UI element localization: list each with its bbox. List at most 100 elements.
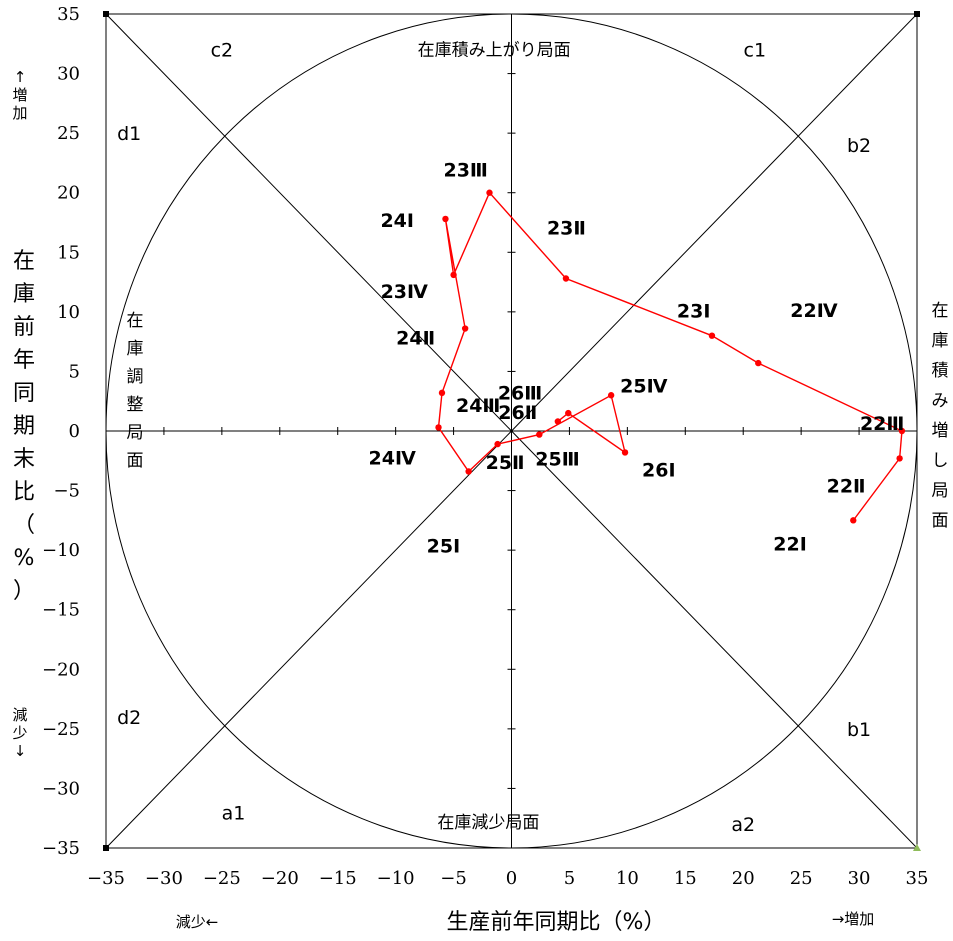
data-point (450, 271, 457, 279)
phase-label-right-char: み (932, 391, 949, 411)
y-axis-title-char: 庫 (13, 282, 35, 307)
y-axis-title-char: 比 (13, 480, 35, 505)
y-tick-label: −5 (53, 481, 80, 502)
y-axis-title-char: 期 (13, 414, 35, 439)
point-label: 22Ⅰ (773, 533, 807, 555)
x-tick-label: −15 (319, 868, 357, 889)
axis-titles: 生産前年同期比（%） 減少← →増加 (176, 910, 875, 935)
phase-labels: 在庫積み上がり局面在庫減少局面在庫調整局面在庫積み増し局面在庫前年同期末比（%）… (12, 41, 948, 833)
point-label: 22Ⅱ (827, 475, 866, 497)
y-axis-title-char: % (14, 546, 35, 571)
point-label: 23Ⅰ (677, 301, 711, 323)
point-label: 26Ⅱ (498, 402, 537, 424)
phase-label-left-char: 局 (127, 423, 144, 443)
x-tick-label: 5 (564, 868, 575, 889)
y-tick-label: 20 (57, 183, 80, 204)
y-tick-label: −35 (42, 838, 80, 859)
region-label-d2: d2 (117, 707, 141, 729)
region-label-c1: c1 (744, 40, 767, 62)
x-tick-label: 10 (616, 868, 639, 889)
data-point (435, 424, 442, 431)
x-tick-label: 25 (790, 868, 813, 889)
y-axis-title-char: ） (13, 579, 35, 604)
y-tick-label: 5 (69, 361, 80, 382)
data-series (435, 189, 906, 524)
data-point (465, 468, 472, 475)
data-point (621, 449, 629, 456)
y-axis-title-char: 在 (13, 249, 35, 274)
point-label: 23Ⅱ (547, 217, 586, 239)
region-label-a2: a2 (731, 814, 755, 836)
x-tick-label: −20 (261, 868, 299, 889)
y-tick-label: 0 (69, 421, 80, 442)
y-axis-title-char: 年 (13, 348, 35, 373)
x-tick-label: 35 (906, 868, 929, 889)
region-label-b1: b1 (847, 719, 871, 741)
x-tick-label: −10 (377, 868, 415, 889)
x-tick-label: 20 (732, 868, 755, 889)
point-labels: 22Ⅰ 22Ⅱ 22Ⅲ 22Ⅳ 23Ⅰ 23Ⅱ 23Ⅲ 23Ⅳ 24Ⅰ 24Ⅱ 24Ⅲ 24Ⅳ 25Ⅰ 2… (369, 160, 905, 558)
data-point (536, 431, 543, 438)
region-labels: c2 c1 d1 b2 d2 b1 a1 a2 (117, 40, 871, 836)
x-tick-label: −5 (440, 868, 467, 889)
data-point (438, 389, 446, 397)
region-label-a1: a1 (222, 802, 246, 824)
data-point (562, 275, 570, 282)
point-label: 23Ⅳ (381, 281, 428, 303)
phase-label-right-char: 庫 (932, 331, 949, 351)
x-tick-label: 30 (848, 868, 871, 889)
phase-label-right-char: 在 (932, 301, 949, 321)
data-point (896, 455, 903, 462)
phase-label-left-char: 調 (127, 367, 144, 387)
x-tick-label: 0 (506, 868, 517, 889)
phase-label-left-char: 在 (127, 311, 144, 331)
corner-marker-top-left (103, 11, 109, 17)
phase-label-right-char: し (932, 451, 949, 471)
y-tick-label: 35 (57, 4, 80, 25)
y-decrease-label-char: ↓ (14, 742, 27, 760)
y-tick-label: −30 (42, 778, 80, 799)
phase-label-left-char: 整 (127, 395, 144, 415)
y-axis-title-char: 同 (13, 381, 35, 406)
y-tick-label: 30 (57, 64, 80, 85)
x-tick-label: 15 (674, 868, 697, 889)
data-point (554, 418, 562, 425)
y-decrease-label-char: 少 (12, 724, 27, 742)
point-label: 25Ⅳ (620, 375, 667, 397)
y-increase-label: ↑増加 (12, 68, 27, 122)
data-point (461, 325, 469, 332)
phase-label-bottom: 在庫減少局面 (437, 813, 539, 833)
point-label: 24Ⅲ (456, 395, 500, 417)
x-axis-title: 生産前年同期比（%） (447, 910, 666, 935)
axis-ticks: −35 −30 −25 −20 −15 −10 −5 0 5 10 15 20 25 30 35 −35 −30… (42, 4, 928, 889)
y-increase-label-char: 加 (12, 104, 27, 122)
region-label-b2: b2 (847, 135, 871, 157)
corner-marker-bottom-left (103, 845, 109, 851)
x-tick-label: −30 (145, 868, 183, 889)
x-decrease-label: 減少← (176, 913, 219, 931)
y-axis-title-char: 末 (13, 447, 35, 472)
data-point (607, 392, 615, 399)
y-decrease-label-char: 減 (12, 706, 27, 724)
x-tick-label: −25 (203, 868, 241, 889)
y-tick-label: 15 (57, 242, 80, 263)
point-label: 25Ⅰ (427, 536, 461, 558)
region-label-d1: d1 (117, 123, 141, 145)
y-axis-title-char: （ (13, 513, 35, 538)
phase-label-right-char: 積 (932, 361, 949, 381)
y-tick-label: −15 (42, 600, 80, 621)
y-increase-label-char: ↑ (14, 68, 27, 86)
phase-label-right-char: 増 (932, 421, 949, 441)
point-label: 24Ⅱ (396, 328, 435, 350)
phase-label-top: 在庫積み上がり局面 (418, 41, 571, 61)
data-point (850, 517, 857, 524)
x-increase-label: →増加 (832, 910, 875, 928)
point-label: 25Ⅲ (535, 449, 579, 471)
point-label: 22Ⅳ (790, 300, 837, 322)
data-point (486, 189, 493, 196)
point-label: 26Ⅲ (498, 382, 542, 404)
y-tick-label: −20 (42, 659, 80, 680)
